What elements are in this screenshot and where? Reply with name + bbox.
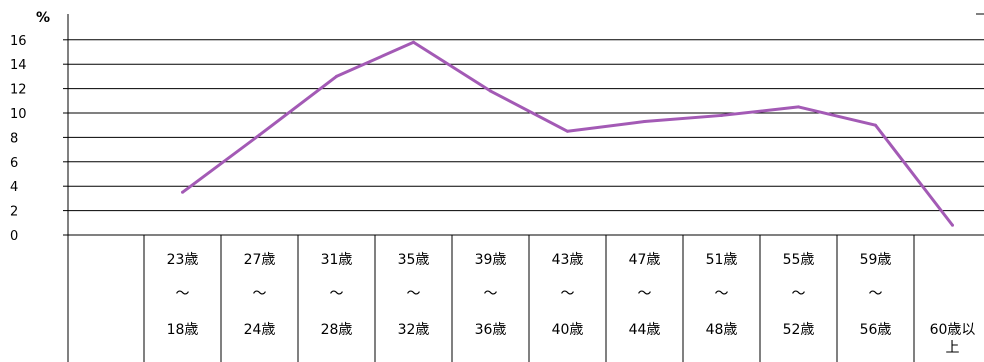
category-label-tilde: ～ xyxy=(561,286,575,302)
data-point xyxy=(412,40,415,44)
category-label-tilde: ～ xyxy=(484,286,498,302)
category-label-bottom: 28歳 xyxy=(321,322,353,338)
category-label-bottom: 52歳 xyxy=(783,322,815,338)
category-label-top: 47歳 xyxy=(629,252,661,268)
category-label-bottom: 24歳 xyxy=(244,322,276,338)
y-tick-label: 12 xyxy=(10,83,27,98)
y-tick-label: 16 xyxy=(10,34,27,49)
series-group xyxy=(181,40,954,227)
y-tick-label: 6 xyxy=(10,156,18,171)
y-axis-unit: % xyxy=(36,10,50,26)
category-label-top: 51歳 xyxy=(706,252,738,268)
category-label-bottom: 32歳 xyxy=(398,322,430,338)
y-tick-label: 8 xyxy=(10,131,18,146)
data-point xyxy=(489,89,492,93)
category-label-tilde: ～ xyxy=(869,286,883,302)
data-point xyxy=(181,190,184,194)
data-point xyxy=(335,74,338,78)
category-label-tilde: ～ xyxy=(176,286,190,302)
y-tick-label: 10 xyxy=(10,107,27,122)
data-point xyxy=(258,133,261,137)
category-label-top: 31歳 xyxy=(321,252,353,268)
category-label-tilde: ～ xyxy=(638,286,652,302)
category-label-tilde: ～ xyxy=(715,286,729,302)
series-line xyxy=(181,40,954,227)
category-label-top: 27歳 xyxy=(244,252,276,268)
y-axis-ticks: 0 2 4 6 8 10 12 14 16 xyxy=(10,34,27,244)
data-point xyxy=(720,113,723,117)
category-label-bottom: 36歳 xyxy=(475,322,507,338)
y-tick-label: 4 xyxy=(10,180,18,195)
data-point xyxy=(874,123,877,127)
data-point xyxy=(951,223,954,227)
category-label-top: 55歳 xyxy=(783,252,815,268)
y-tick-label: 2 xyxy=(10,205,18,220)
category-label-bottom: 44歳 xyxy=(629,322,661,338)
y-tick-label: 14 xyxy=(10,58,27,73)
data-point xyxy=(566,129,569,133)
category-label-tilde: ～ xyxy=(253,286,267,302)
category-label-bottom: 48歳 xyxy=(706,322,738,338)
category-label-tilde: ～ xyxy=(407,286,421,302)
category-label-bottom: 40歳 xyxy=(552,322,584,338)
category-label-top: 35歳 xyxy=(398,252,430,268)
data-point xyxy=(643,120,646,124)
chart-grid xyxy=(63,13,984,362)
category-label-top: 59歳 xyxy=(860,252,892,268)
category-label-tilde: ～ xyxy=(792,286,806,302)
category-label-bottom: 18歳 xyxy=(167,322,199,338)
category-label-bottom: 60歳以上 xyxy=(930,322,976,356)
data-point xyxy=(797,105,800,109)
category-label-top: 23歳 xyxy=(167,252,199,268)
category-label-bottom: 56歳 xyxy=(860,322,892,338)
category-label-tilde: ～ xyxy=(330,286,344,302)
y-tick-label: 0 xyxy=(10,229,18,244)
category-table: 23歳 ～ 18歳 27歳 ～ 24歳 31歳 ～ 28歳 35歳 ～ 32歳 39歳 ～ 36歳 43歳 ～ 4… xyxy=(143,235,976,362)
category-label-top: 39歳 xyxy=(475,252,507,268)
category-label-top: 43歳 xyxy=(552,252,584,268)
